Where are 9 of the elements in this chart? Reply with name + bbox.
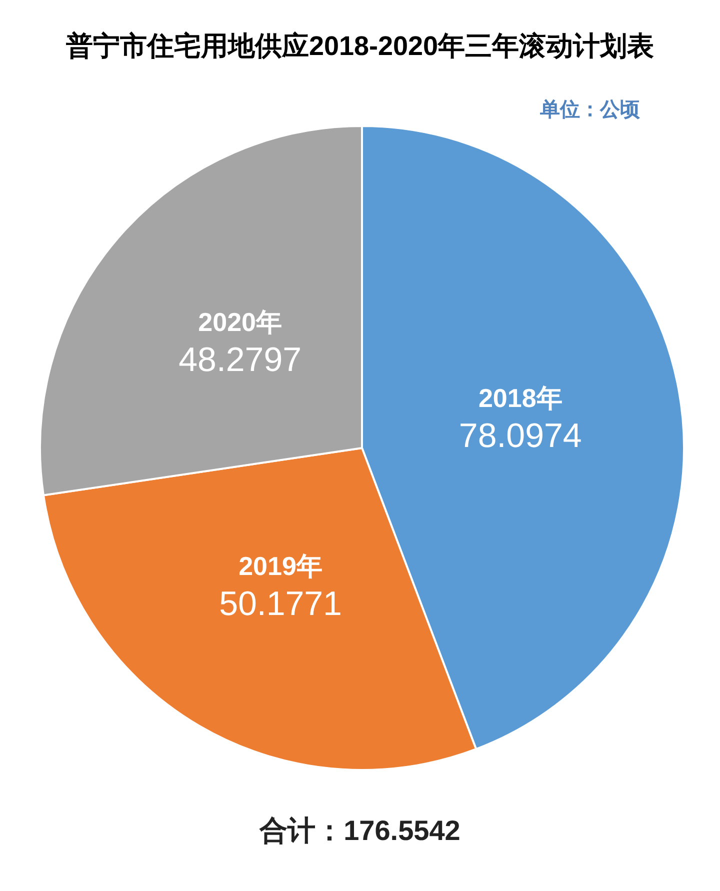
slice-label: 2018年 — [478, 382, 562, 413]
data-label: 48.2797 — [178, 340, 302, 379]
slice-label: 2019年 — [238, 550, 322, 581]
chart-title: 普宁市住宅用地供应2018-2020年三年滚动计划表 — [64, 31, 654, 61]
slice-label: 2020年 — [198, 306, 282, 337]
text: 单位：公顷 — [539, 98, 640, 121]
data-label: 78.0974 — [458, 416, 582, 455]
data-label: 50.1771 — [219, 584, 342, 623]
text: 合计：176.5542 — [258, 815, 460, 846]
